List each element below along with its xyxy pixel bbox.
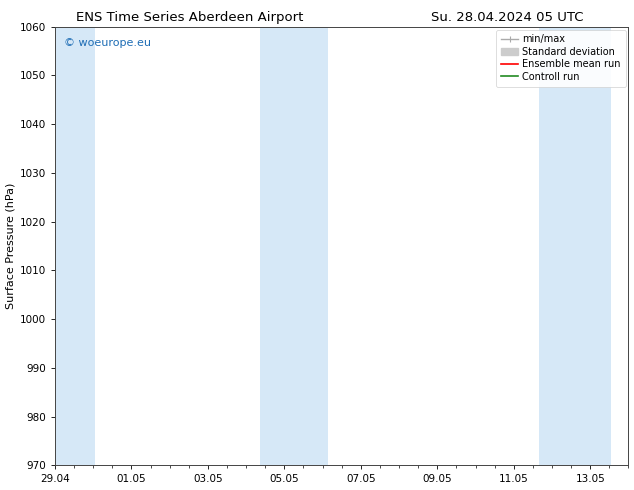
Bar bbox=[53, 27, 95, 465]
Text: © woeurope.eu: © woeurope.eu bbox=[63, 38, 151, 48]
Bar bbox=[539, 27, 611, 465]
Y-axis label: Surface Pressure (hPa): Surface Pressure (hPa) bbox=[6, 183, 16, 309]
Bar bbox=[259, 27, 328, 465]
Legend: min/max, Standard deviation, Ensemble mean run, Controll run: min/max, Standard deviation, Ensemble me… bbox=[496, 29, 626, 87]
Text: ENS Time Series Aberdeen Airport: ENS Time Series Aberdeen Airport bbox=[76, 11, 304, 24]
Text: Su. 28.04.2024 05 UTC: Su. 28.04.2024 05 UTC bbox=[431, 11, 584, 24]
